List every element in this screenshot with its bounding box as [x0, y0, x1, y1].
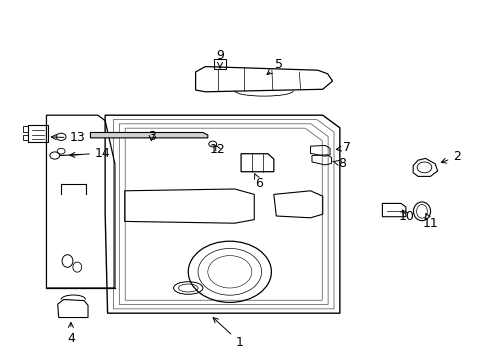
Text: 14: 14	[70, 147, 110, 159]
Polygon shape	[90, 132, 207, 138]
Text: 6: 6	[254, 174, 263, 190]
Text: 4: 4	[67, 323, 75, 345]
Text: 1: 1	[213, 318, 243, 348]
Text: 7: 7	[336, 141, 350, 154]
Text: 13: 13	[51, 131, 85, 144]
Text: 12: 12	[209, 143, 225, 156]
Text: 9: 9	[216, 49, 224, 68]
Text: 10: 10	[398, 210, 414, 222]
Text: 11: 11	[422, 213, 437, 230]
Text: 2: 2	[440, 150, 460, 163]
Text: 5: 5	[266, 58, 282, 75]
Text: 3: 3	[147, 130, 155, 143]
Text: 8: 8	[332, 157, 346, 170]
